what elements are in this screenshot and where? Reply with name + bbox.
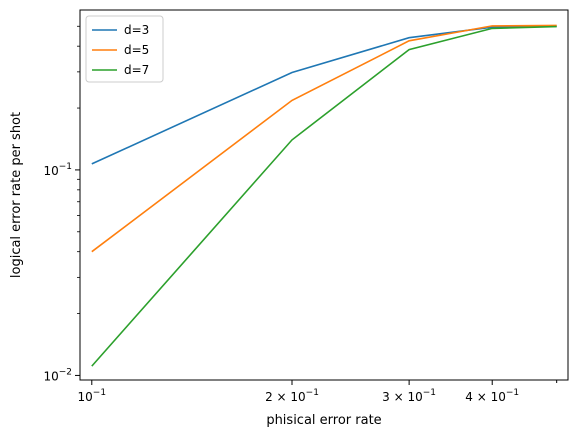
legend-label-d=3: d=3	[124, 23, 149, 37]
legend: d=3 d=5 d=7	[85, 15, 164, 83]
x-tick-label-3: 4 × 10−1	[465, 388, 519, 404]
y-axis-label: logical error rate per shot	[9, 112, 24, 278]
x-axis-label: phisical error rate	[266, 413, 381, 428]
x-tick-label-1: 2 × 10−1	[265, 388, 319, 404]
legend-box	[85, 15, 164, 83]
legend-label-d=7: d=7	[124, 63, 149, 77]
series-line-d=5	[91, 24, 557, 253]
y-tick-label-1: 10−1	[43, 162, 72, 178]
ticks: 10−1 2 × 10−1 3 × 10−1 4 × 10−1 10−2 10−1	[43, 25, 558, 404]
series-line-d=7	[91, 25, 557, 367]
x-tick-label-2: 3 × 10−1	[382, 388, 436, 404]
legend-label-d=5: d=5	[124, 43, 149, 57]
series-line-d=3	[91, 25, 557, 165]
y-tick-label-0: 10−2	[43, 367, 72, 383]
series-lines	[91, 24, 557, 367]
x-tick-label-0: 10−1	[78, 388, 107, 404]
